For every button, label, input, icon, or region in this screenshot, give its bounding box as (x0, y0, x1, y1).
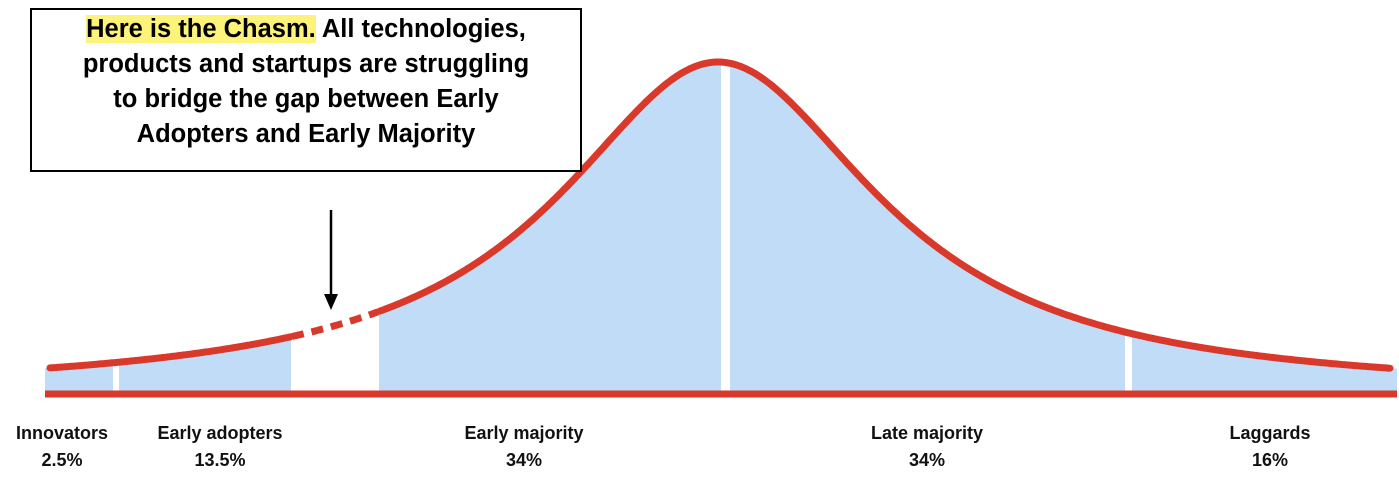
segment-area (45, 362, 113, 394)
segment-share: 13.5% (194, 450, 245, 470)
segment-label: Late majority (871, 423, 983, 443)
segment-area (119, 336, 291, 394)
segment-label: Early majority (464, 423, 583, 443)
curve (376, 58, 1394, 372)
callout-text: to bridge the gap between Early (113, 85, 499, 113)
segment-area (730, 63, 1125, 395)
segment-label: Laggards (1229, 423, 1310, 443)
segment-share: 2.5% (41, 450, 82, 470)
callout-box: Here is the Chasm. All technologies, pro… (30, 8, 582, 172)
segment-share: 34% (506, 450, 542, 470)
segment-label: Early adopters (157, 423, 282, 443)
segment-share: 16% (1252, 450, 1288, 470)
callout-text: products and startups are struggling (82, 50, 530, 78)
segment-label: Innovators (16, 423, 108, 443)
arrow-head (324, 294, 338, 310)
curve (46, 333, 294, 372)
segment-share: 34% (909, 450, 945, 470)
curve-chasm (291, 308, 380, 340)
segment-area (379, 62, 721, 394)
callout-text: All technologies, (321, 15, 526, 43)
callout-highlight: Here is the Chasm. (86, 15, 316, 43)
callout-text: Adopters and Early Majority (136, 120, 476, 148)
